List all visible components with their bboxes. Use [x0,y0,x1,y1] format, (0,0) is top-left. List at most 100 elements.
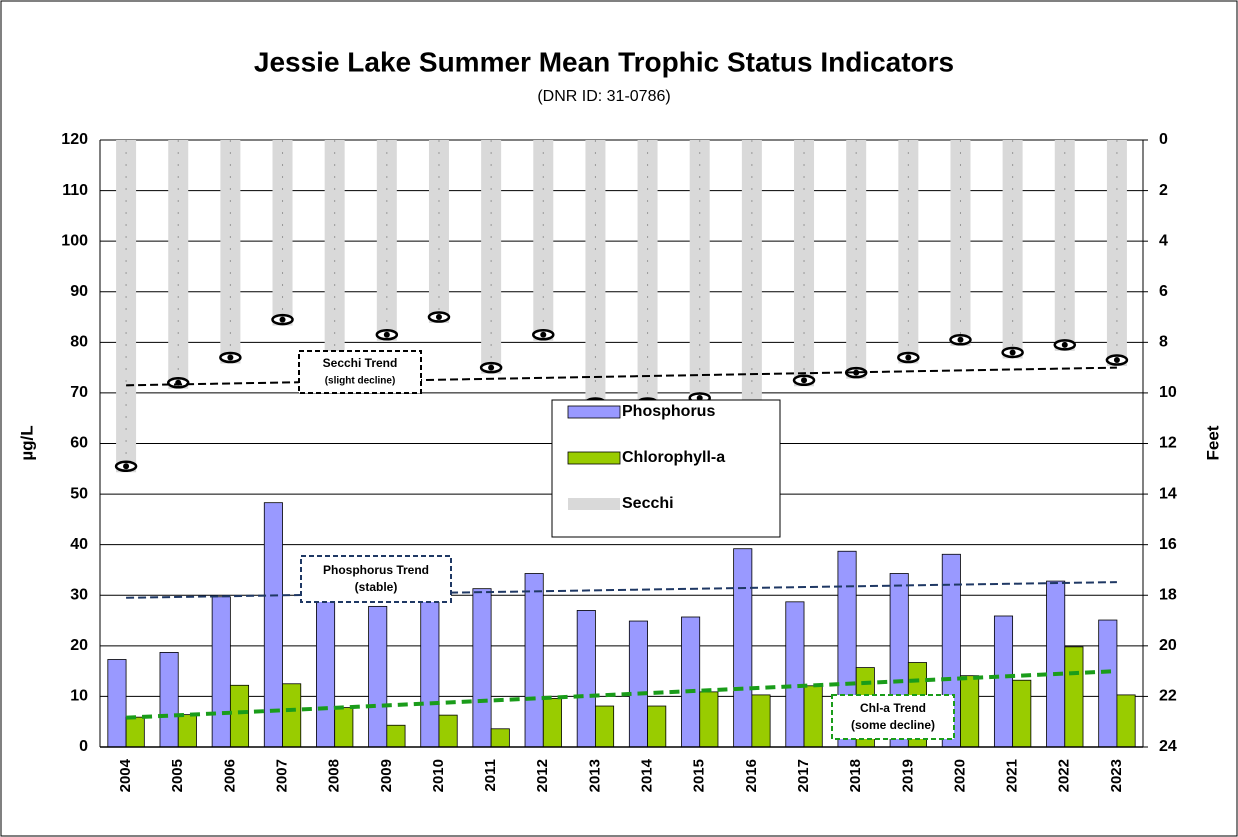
bar [178,715,196,747]
y2-tick-label: 24 [1159,738,1177,755]
y-tick-label: 110 [62,182,88,199]
y2-tick-label: 0 [1159,131,1168,148]
x-tick-label: 2020 [951,759,968,792]
secchi-disk-center [488,365,494,371]
y-tick-label: 90 [70,283,88,300]
chart: Jessie Lake Summer Mean Trophic Status I… [0,0,1238,837]
bar [752,695,770,747]
bar [734,549,752,747]
bar [1013,680,1031,747]
legend-swatch [568,452,620,464]
secchi-disk-center [1062,342,1068,348]
y2-tick-label: 2 [1159,182,1168,199]
x-tick-label: 2007 [273,759,290,792]
y-tick-label: 10 [70,688,88,705]
y-tick-label: 20 [70,637,88,654]
secchi-disk-center [384,332,390,338]
y2-tick-label: 6 [1159,283,1168,300]
secchi-disk-center [436,314,442,320]
secchi-bar [533,140,553,341]
bar [126,717,144,747]
chart-subtitle: (DNR ID: 31-0786) [537,88,670,105]
bar [108,659,126,747]
secchi-disk-center [1114,357,1120,363]
x-tick-label: 2011 [482,759,499,792]
bar [316,600,334,747]
y2-tick-label: 4 [1159,232,1168,249]
y2-tick-label: 22 [1159,688,1177,705]
bar [577,610,595,747]
y-tick-label: 120 [61,131,88,148]
x-tick-label: 2016 [743,759,760,792]
secchi-disk-center [227,355,233,361]
secchi-disk-center [1010,349,1016,355]
bar [160,652,178,747]
x-tick-label: 2004 [117,758,134,792]
secchi-disk-center [905,355,911,361]
secchi-disk-center [123,463,129,469]
legend-label: Secchi [622,495,674,512]
trend-note: (stable) [355,580,398,594]
y2-tick-label: 12 [1159,435,1177,452]
bar [960,676,978,747]
bar [525,573,543,747]
y-tick-label: 100 [61,232,88,249]
secchi-bar [898,140,918,364]
y-tick-label: 70 [70,384,88,401]
chart-title: Jessie Lake Summer Mean Trophic Status I… [254,46,954,77]
x-tick-label: 2015 [691,759,708,792]
bar [804,686,822,747]
bar [1047,581,1065,747]
page: {"chart_data": { "type": "bar", "title":… [0,0,1238,837]
legend-box [552,400,780,537]
bar [439,715,457,747]
secchi-bar [742,140,762,414]
secchi-bar [950,140,970,346]
y2-tick-label: 8 [1159,334,1168,351]
bar [335,708,353,747]
legend-swatch [568,498,620,510]
x-tick-label: 2018 [847,759,864,792]
secchi-disk-center [280,317,286,323]
y2-tick-label: 14 [1159,485,1177,502]
secchi-bar [377,140,397,341]
bar [681,617,699,747]
y-tick-label: 0 [79,738,88,755]
y2-axis-label: Feet [1203,425,1222,460]
secchi-disk-center [540,332,546,338]
bar [491,729,509,747]
x-tick-label: 2017 [795,759,812,792]
bar [1099,620,1117,747]
bar [543,698,561,747]
x-tick-label: 2019 [899,759,916,792]
trend-note: (slight decline) [325,376,396,387]
y2-tick-label: 10 [1159,384,1177,401]
secchi-bar [846,140,866,379]
bar [212,597,230,747]
bar [786,602,804,747]
x-tick-label: 2014 [639,758,656,792]
legend-label: Chlorophyll-a [622,449,725,466]
x-tick-label: 2013 [586,759,603,792]
secchi-bar [220,140,240,364]
bar [595,706,613,747]
bar [387,725,405,747]
x-tick-label: 2021 [1004,759,1021,792]
secchi-disk-center [957,337,963,343]
x-tick-label: 2012 [534,759,551,792]
y-tick-label: 30 [70,586,88,603]
secchi-bar [429,140,449,323]
y-tick-label: 50 [70,485,88,502]
bar [230,685,248,747]
y2-tick-label: 16 [1159,536,1177,553]
legend-swatch [568,406,620,418]
secchi-disk-center [801,377,807,383]
bar [700,692,718,747]
trend-name: Phosphorus Trend [323,563,429,577]
bar [369,606,387,747]
x-tick-label: 2008 [326,759,343,792]
bar [648,706,666,747]
x-tick-label: 2006 [221,759,238,792]
x-tick-label: 2009 [378,759,395,792]
bar [473,589,491,747]
